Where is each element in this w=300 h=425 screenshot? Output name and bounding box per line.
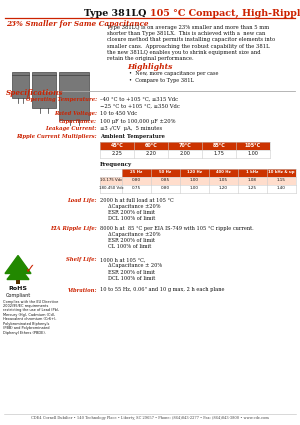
Text: 1.00: 1.00 bbox=[248, 150, 258, 156]
Text: 100 μF to 100,000 μF ±20%: 100 μF to 100,000 μF ±20% bbox=[100, 119, 176, 124]
Bar bbox=[122, 168, 296, 176]
Text: 1.00: 1.00 bbox=[190, 178, 199, 181]
Text: Type 381LQ: Type 381LQ bbox=[84, 9, 150, 18]
Text: the new 381LQ enables you to shrink equipment size and: the new 381LQ enables you to shrink equi… bbox=[107, 50, 261, 55]
Text: 1.25: 1.25 bbox=[248, 185, 257, 190]
Text: ✓: ✓ bbox=[24, 264, 34, 277]
Text: 1.75: 1.75 bbox=[214, 150, 224, 156]
Text: EIA Ripple Life:: EIA Ripple Life: bbox=[50, 226, 97, 230]
Bar bbox=[12, 72, 29, 98]
Bar bbox=[100, 176, 296, 184]
Text: ≤3 √CV  μA,  5 minutes: ≤3 √CV μA, 5 minutes bbox=[100, 126, 162, 131]
Text: Diphenyl Ethers (PBDE).: Diphenyl Ethers (PBDE). bbox=[3, 331, 46, 335]
Text: Specifications: Specifications bbox=[6, 89, 64, 97]
Text: ΔCapacitance ± 20%: ΔCapacitance ± 20% bbox=[108, 264, 162, 269]
Text: CDE4 Cornell Dubilier • 140 Technology Place • Liberty, SC 29657 • Phone: (864)8: CDE4 Cornell Dubilier • 140 Technology P… bbox=[31, 416, 269, 420]
Text: –40 °C to +105 °C, ≤315 Vdc: –40 °C to +105 °C, ≤315 Vdc bbox=[100, 97, 178, 102]
Text: Polybrominated Biphenyls: Polybrominated Biphenyls bbox=[3, 322, 50, 326]
Text: Operating Temperature:: Operating Temperature: bbox=[26, 97, 97, 102]
Text: Complies with the EU Directive: Complies with the EU Directive bbox=[3, 300, 58, 303]
Text: Frequency: Frequency bbox=[100, 162, 132, 167]
Bar bbox=[100, 150, 270, 158]
Text: ESR 200% of limit: ESR 200% of limit bbox=[108, 269, 155, 275]
Polygon shape bbox=[7, 266, 29, 280]
Text: 0.75: 0.75 bbox=[132, 185, 141, 190]
Text: CL 100% of limit: CL 100% of limit bbox=[108, 244, 151, 249]
Text: 1.40: 1.40 bbox=[277, 185, 286, 190]
Text: Leakage Current:: Leakage Current: bbox=[46, 126, 97, 131]
Text: •  Compare to Type 381L: • Compare to Type 381L bbox=[129, 78, 194, 83]
Text: 1.08: 1.08 bbox=[248, 178, 257, 181]
Text: 10-175 Vdc: 10-175 Vdc bbox=[100, 178, 122, 181]
Text: 2.00: 2.00 bbox=[180, 150, 190, 156]
Text: 120 Hz: 120 Hz bbox=[187, 170, 202, 173]
Text: ESR 200% of limit: ESR 200% of limit bbox=[108, 210, 155, 215]
Text: smaller cans.  Approaching the robust capability of the 381L: smaller cans. Approaching the robust cap… bbox=[107, 44, 270, 48]
Text: ESR 200% of limit: ESR 200% of limit bbox=[108, 238, 155, 243]
Text: 1.15: 1.15 bbox=[277, 178, 286, 181]
Text: 10 to 55 Hz, 0.06" and 10 g max, 2 h each plane: 10 to 55 Hz, 0.06" and 10 g max, 2 h eac… bbox=[100, 287, 224, 292]
Polygon shape bbox=[5, 255, 31, 274]
Text: 1.05: 1.05 bbox=[219, 178, 228, 181]
Text: 23% Smaller for Same Capacitance: 23% Smaller for Same Capacitance bbox=[6, 20, 148, 28]
Text: Shelf Life:: Shelf Life: bbox=[67, 258, 97, 263]
Text: 2.25: 2.25 bbox=[112, 150, 122, 156]
Text: 1000 h at 105 °C,: 1000 h at 105 °C, bbox=[100, 258, 146, 263]
Bar bbox=[100, 142, 270, 150]
Text: ΔCapacitance ±20%: ΔCapacitance ±20% bbox=[108, 204, 160, 209]
Text: 1.20: 1.20 bbox=[219, 185, 228, 190]
Text: Mercury (Hg), Cadmium (Cd),: Mercury (Hg), Cadmium (Cd), bbox=[3, 313, 55, 317]
Text: 50 Hz: 50 Hz bbox=[159, 170, 172, 173]
Text: Ambient Temperature: Ambient Temperature bbox=[100, 133, 165, 139]
Text: 85°C: 85°C bbox=[213, 142, 225, 147]
Text: DCL 100% of limit: DCL 100% of limit bbox=[108, 275, 155, 281]
Bar bbox=[59, 72, 89, 120]
Text: 0.80: 0.80 bbox=[132, 178, 141, 181]
Text: Ripple Current Multipliers:: Ripple Current Multipliers: bbox=[16, 133, 97, 139]
Text: 0.80: 0.80 bbox=[161, 185, 170, 190]
Text: restricting the use of Lead (Pb),: restricting the use of Lead (Pb), bbox=[3, 309, 59, 312]
Text: 10 to 450 Vdc: 10 to 450 Vdc bbox=[100, 111, 137, 116]
Text: 60°C: 60°C bbox=[145, 142, 158, 147]
Text: 8000 h at  85 °C per EIA IS-749 with 105 °C ripple current.: 8000 h at 85 °C per EIA IS-749 with 105 … bbox=[100, 226, 254, 230]
Text: 105 °C Compact, High-Ripple Snap-in: 105 °C Compact, High-Ripple Snap-in bbox=[150, 9, 300, 18]
Text: 70°C: 70°C bbox=[178, 142, 191, 147]
Text: 10 kHz & up: 10 kHz & up bbox=[268, 170, 295, 173]
Text: 0.85: 0.85 bbox=[161, 178, 170, 181]
Text: Vibration:: Vibration: bbox=[68, 287, 97, 292]
Text: 180-450 Vdc: 180-450 Vdc bbox=[99, 185, 123, 190]
Text: retain the original performance.: retain the original performance. bbox=[107, 56, 194, 61]
Text: 105°C: 105°C bbox=[245, 142, 261, 147]
Text: −25 °C to +105 °C, ≥350 Vdc: −25 °C to +105 °C, ≥350 Vdc bbox=[100, 104, 180, 108]
Bar bbox=[32, 72, 56, 108]
Text: Type 381LQ is on average 23% smaller and more than 5 mm: Type 381LQ is on average 23% smaller and… bbox=[107, 25, 269, 30]
Text: closure method that permits installing capacitor elements into: closure method that permits installing c… bbox=[107, 37, 275, 42]
Text: DCL 100% of limit: DCL 100% of limit bbox=[108, 215, 155, 221]
Text: RoHS: RoHS bbox=[8, 286, 28, 292]
Text: 2.20: 2.20 bbox=[146, 150, 156, 156]
Text: (PBB) and Polybrominated: (PBB) and Polybrominated bbox=[3, 326, 50, 331]
Text: Rated Voltage:: Rated Voltage: bbox=[54, 111, 97, 116]
Text: ΔCapacitance ±20%: ΔCapacitance ±20% bbox=[108, 232, 160, 236]
Text: Highlights: Highlights bbox=[127, 63, 172, 71]
Text: 25 Hz: 25 Hz bbox=[130, 170, 142, 173]
Text: Capacitance:: Capacitance: bbox=[59, 119, 97, 124]
Text: shorter than Type 381LX.  This is achieved with a  new can: shorter than Type 381LX. This is achieve… bbox=[107, 31, 266, 36]
Text: •  New, more capacitance per case: • New, more capacitance per case bbox=[129, 71, 218, 76]
Text: 45°C: 45°C bbox=[111, 142, 123, 147]
Text: 1 kHz: 1 kHz bbox=[246, 170, 259, 173]
Text: 2002/95/EC requirements: 2002/95/EC requirements bbox=[3, 304, 48, 308]
Text: 1.00: 1.00 bbox=[190, 185, 199, 190]
Text: Load Life:: Load Life: bbox=[68, 198, 97, 202]
Text: Compliant: Compliant bbox=[5, 292, 31, 298]
Text: 2000 h at full load at 105 °C: 2000 h at full load at 105 °C bbox=[100, 198, 174, 202]
Bar bbox=[100, 184, 296, 193]
Text: 400 Hz: 400 Hz bbox=[216, 170, 231, 173]
Text: Hexavalent chromium (Cr6+),: Hexavalent chromium (Cr6+), bbox=[3, 317, 56, 321]
Bar bbox=[16, 280, 20, 283]
